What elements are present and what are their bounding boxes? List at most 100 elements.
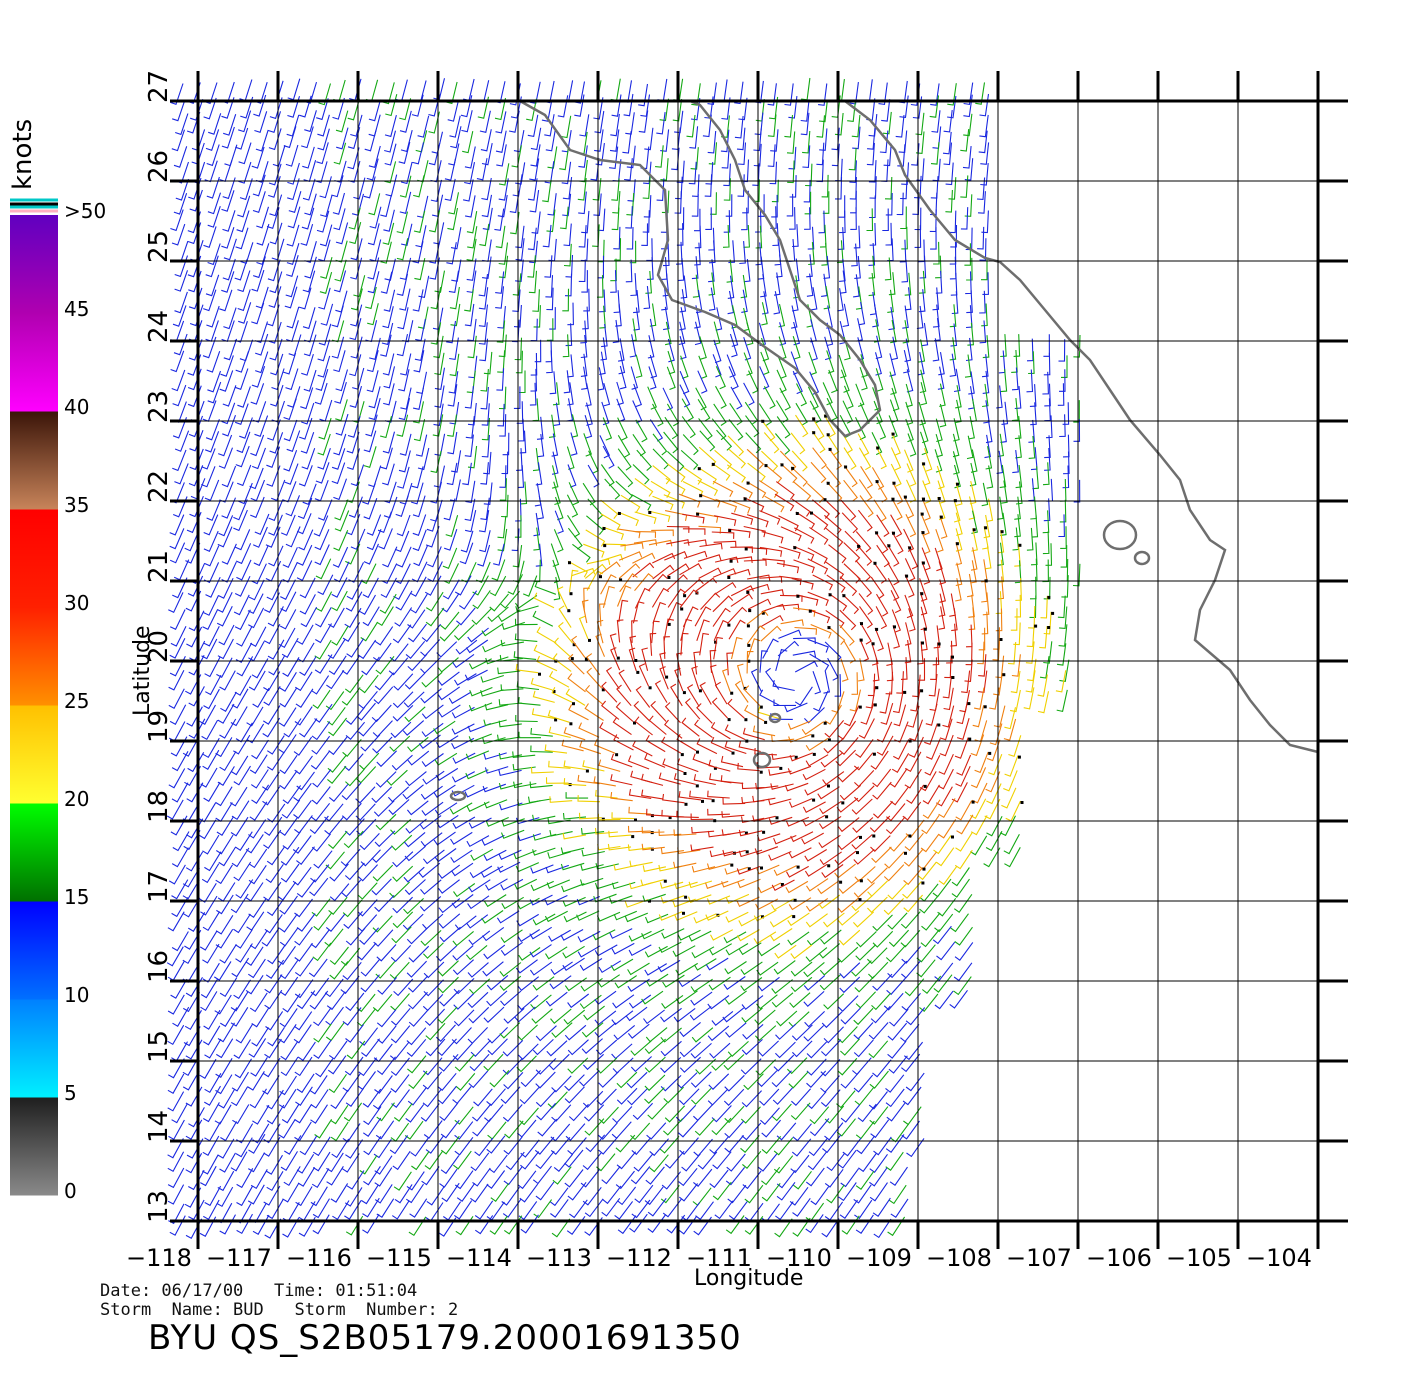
wind-barb — [420, 688, 442, 704]
wind-barb — [897, 144, 906, 167]
wind-barb — [593, 893, 617, 903]
wind-barb — [410, 1137, 429, 1157]
wind-barb — [252, 256, 266, 279]
wind-barb — [392, 691, 414, 709]
wind-barb — [630, 1166, 651, 1185]
wind-barb — [269, 222, 283, 245]
wind-barb — [882, 111, 892, 135]
wind-barb — [392, 911, 414, 929]
wind-barb — [263, 623, 281, 645]
wind-barb — [460, 95, 473, 118]
wind-barb — [235, 722, 253, 743]
wind-barb — [483, 944, 506, 960]
wind-barb — [599, 722, 620, 739]
wind-barb — [320, 303, 334, 326]
wind-barb — [734, 680, 749, 703]
rain-flag-marker — [875, 627, 879, 631]
rain-flag-marker — [810, 511, 813, 515]
wind-barb — [402, 913, 424, 931]
wind-barb — [532, 1039, 554, 1056]
rain-flag-marker — [860, 622, 863, 626]
wind-barb — [578, 191, 587, 215]
wind-barb — [309, 990, 329, 1010]
wind-barb — [280, 514, 296, 536]
rain-flag-marker — [827, 626, 831, 630]
wind-barb — [293, 782, 312, 802]
wind-barb — [711, 1054, 733, 1071]
wind-barb — [949, 989, 968, 1009]
wind-barb — [596, 275, 604, 298]
wind-barb — [186, 706, 203, 727]
wind-barb — [498, 242, 509, 265]
wind-barb — [390, 721, 412, 739]
wind-barb — [955, 562, 963, 587]
wind-barb — [529, 240, 538, 264]
wind-barb — [406, 800, 429, 816]
wind-barb — [939, 383, 946, 407]
wind-barb — [167, 1024, 185, 1046]
wind-barb — [795, 511, 816, 530]
wind-barb — [855, 738, 874, 758]
wind-barb — [499, 478, 507, 501]
wind-barb — [266, 896, 286, 917]
wind-barb — [168, 864, 186, 885]
wind-barb — [738, 829, 763, 837]
wind-barb — [868, 160, 877, 183]
wind-barb — [687, 894, 712, 904]
wind-barb — [568, 482, 580, 506]
wind-barb — [498, 752, 523, 760]
wind-barb — [316, 98, 329, 121]
wind-barb — [836, 1118, 856, 1137]
wind-barb — [695, 1058, 717, 1075]
wind-barb — [234, 609, 251, 631]
wind-barb — [420, 657, 441, 674]
wind-barb — [409, 1198, 428, 1218]
wind-barb — [304, 256, 317, 279]
wind-barb — [221, 97, 235, 119]
wind-barb — [283, 126, 297, 149]
wind-barb — [172, 577, 188, 599]
wind-barb — [202, 943, 220, 964]
wind-barb — [332, 97, 345, 120]
wind-barb — [515, 225, 525, 249]
wind-barb — [627, 844, 651, 852]
wind-barb — [285, 495, 301, 517]
wind-barb — [548, 929, 571, 942]
wind-barb — [644, 1087, 665, 1104]
wind-barb — [188, 339, 203, 361]
wind-barb — [755, 225, 763, 249]
longitude-tick-label: −104 — [1246, 1244, 1312, 1272]
wind-barb — [709, 1136, 729, 1155]
wind-barb — [497, 667, 521, 675]
rain-flag-marker — [812, 417, 816, 421]
wind-barb — [982, 592, 990, 616]
wind-barb — [427, 546, 442, 568]
wind-barb — [450, 849, 473, 864]
rain-flag-marker — [568, 561, 571, 565]
rain-flag-marker — [826, 433, 830, 437]
wind-barb — [787, 720, 812, 730]
wind-barb — [743, 496, 765, 513]
wind-barb — [248, 864, 267, 885]
wind-barb — [578, 812, 602, 820]
wind-barb — [335, 290, 348, 313]
wind-barb — [500, 829, 525, 839]
wind-barb — [205, 320, 219, 342]
rain-flag-marker — [761, 611, 765, 615]
colorbar-band — [10, 803, 58, 902]
wind-barb — [202, 336, 217, 359]
wind-barb — [597, 367, 605, 391]
wind-barb — [977, 226, 985, 250]
wind-barb — [268, 545, 284, 567]
rain-flag-marker — [841, 801, 845, 805]
wind-barb — [886, 1102, 906, 1122]
rain-flag-marker — [951, 676, 955, 679]
rain-flag-marker — [921, 531, 925, 535]
wind-barb — [382, 222, 395, 245]
wind-barb — [724, 990, 747, 1005]
wind-barb — [876, 544, 890, 568]
wind-barb — [450, 831, 473, 845]
wind-barb — [342, 899, 363, 918]
wind-barb — [924, 755, 941, 776]
wind-barb — [885, 816, 906, 835]
